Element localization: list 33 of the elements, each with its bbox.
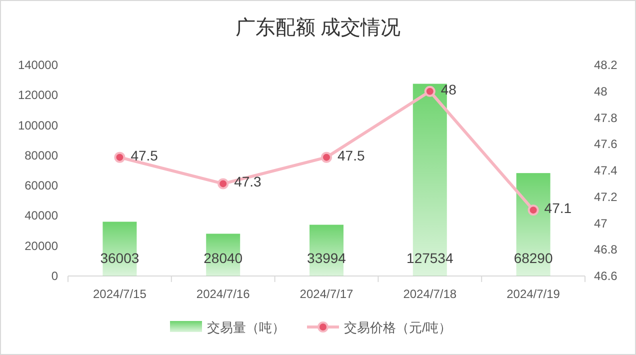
ytick: 100000 [18,118,58,132]
data-label: 28040 [204,250,243,266]
ytick: 40000 [24,208,58,223]
data-label: 68290 [514,250,553,266]
legend-label: 交易量（吨） [207,320,285,335]
data-label: 36003 [100,250,140,266]
xtick: 2024/7/19 [506,287,560,301]
legend-label: 交易价格（元/吨） [344,320,452,335]
data-label: 127534 [406,250,454,266]
y2tick: 48 [594,84,608,98]
y2tick: 47.8 [594,110,618,125]
xtick: 2024/7/16 [196,287,250,301]
ytick: 80000 [24,148,58,162]
data-label: 47.3 [234,174,262,190]
xtick: 2024/7/18 [403,287,457,301]
data-label: 47.5 [338,147,365,164]
data-label: 33994 [307,250,346,266]
xtick: 2024/7/17 [300,287,354,301]
ytick: 60000 [24,178,58,193]
data-label: 47.5 [130,147,158,164]
y2tick: 46.6 [594,269,618,283]
y2tick: 47 [594,216,608,230]
title: 广东配额 成交情况 [236,17,400,39]
y2tick: 46.8 [594,242,618,257]
ytick: 120000 [18,88,58,102]
y2tick: 47.2 [594,190,618,204]
ytick: 20000 [24,238,58,253]
y2tick: 47.6 [594,137,618,152]
ytick: 140000 [18,58,58,72]
y2tick: 48.2 [594,58,618,72]
ytick: 0 [51,269,58,283]
xtick: 2024/7/15 [93,287,146,301]
y2tick: 47.4 [594,164,618,178]
